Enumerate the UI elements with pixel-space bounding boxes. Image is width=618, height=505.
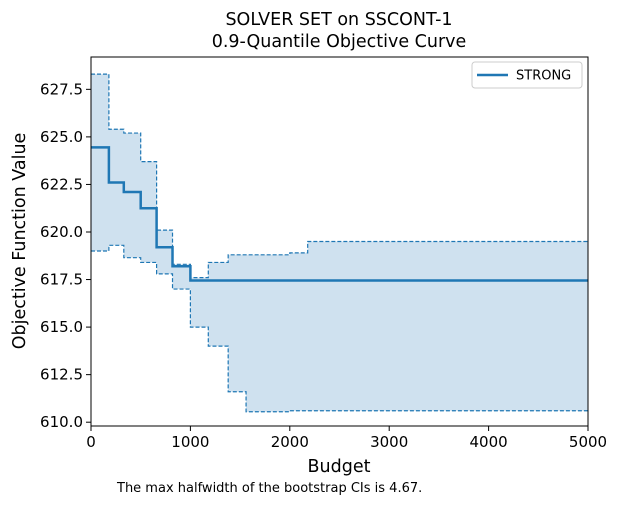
x-tick-label: 1000 <box>171 433 209 451</box>
confidence-band-fill <box>91 74 588 412</box>
legend: STRONG <box>471 61 583 89</box>
y-tick-label: 627.5 <box>40 80 83 98</box>
legend-box <box>471 61 583 89</box>
y-tick-label: 625.0 <box>40 128 83 146</box>
y-tick-label: 617.5 <box>40 271 83 289</box>
y-axis-label: Objective Function Value <box>10 133 30 350</box>
x-tick-label: 5000 <box>569 433 607 451</box>
x-tick-label: 2000 <box>271 433 309 451</box>
x-tick-label: 3000 <box>370 433 408 451</box>
y-tick-label: 622.5 <box>40 175 83 193</box>
plot-frame <box>90 56 589 427</box>
x-axis: 0 1000 2000 3000 4000 5000 <box>86 426 607 451</box>
confidence-band-upper <box>91 73 588 279</box>
y-tick-label: 612.5 <box>40 366 83 384</box>
legend-label-strong: STRONG <box>516 69 571 84</box>
chart-subtitle: 0.9-Quantile Objective Curve <box>212 32 467 52</box>
x-tick-label: 0 <box>86 433 96 451</box>
y-axis: 610.0 612.5 615.0 617.5 620.0 622.5 625.0 627.5 <box>40 80 91 431</box>
x-tick-label: 4000 <box>470 433 508 451</box>
chart-title: SOLVER SET on SSCONT-1 <box>225 10 452 30</box>
confidence-band <box>91 73 588 413</box>
series-line-strong <box>91 146 588 282</box>
x-axis-label: Budget <box>308 457 371 477</box>
ci-halfwidth-note: The max halfwidth of the bootstrap CIs i… <box>116 481 422 496</box>
series-lines <box>91 146 588 282</box>
y-tick-label: 620.0 <box>40 223 83 241</box>
y-tick-label: 610.0 <box>40 413 83 431</box>
y-tick-label: 615.0 <box>40 318 83 336</box>
